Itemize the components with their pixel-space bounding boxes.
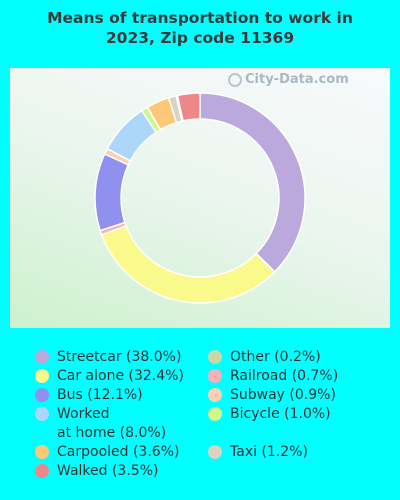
legend-label: Worked at home (8.0%) — [57, 406, 167, 441]
legend-item-carpooled: Carpooled (3.6%) — [35, 443, 179, 462]
donut-slice-streetcar — [199, 92, 306, 273]
legend-label: Carpooled (3.6%) — [57, 444, 180, 460]
magnifier-icon — [228, 72, 242, 87]
legend-swatch — [208, 350, 222, 364]
legend-swatch — [35, 388, 49, 402]
legend-swatch — [35, 464, 49, 478]
legend-label: Walked (3.5%) — [57, 463, 159, 479]
legend-swatch — [35, 350, 49, 364]
legend-item-other: Other (0.2%) — [208, 348, 321, 367]
legend-swatch — [208, 388, 222, 402]
watermark-text: City-Data.com — [245, 72, 349, 87]
legend-item-bus: Bus (12.1%) — [35, 386, 143, 405]
legend-label: Streetcar (38.0%) — [57, 349, 182, 365]
legend-item-bicycle: Bicycle (1.0%) — [208, 405, 331, 424]
legend-label: Car alone (32.4%) — [57, 368, 184, 384]
legend-label: Other (0.2%) — [230, 349, 321, 365]
legend-item-walked: Walked (3.5%) — [35, 462, 158, 481]
donut-slice-car-alone — [100, 224, 276, 304]
watermark: City-Data.com — [228, 72, 349, 87]
legend-item-subway: Subway (0.9%) — [208, 386, 336, 405]
legend-swatch — [35, 407, 49, 421]
legend-item-railroad: Railroad (0.7%) — [208, 367, 338, 386]
donut-slice-bus — [94, 152, 130, 232]
donut-slice-walked — [176, 92, 201, 122]
legend-swatch — [208, 369, 222, 383]
legend-label: Railroad (0.7%) — [230, 368, 339, 384]
legend-swatch — [35, 445, 49, 459]
legend-item-streetcar: Streetcar (38.0%) — [35, 348, 181, 367]
legend-item-worked-at-home: Worked at home (8.0%) — [35, 405, 166, 443]
legend-label: Bus (12.1%) — [57, 387, 143, 403]
legend-item-taxi: Taxi (1.2%) — [208, 443, 308, 462]
legend-label: Bicycle (1.0%) — [230, 406, 331, 422]
legend-swatch — [35, 369, 49, 383]
chart-title: Means of transportation to work in 2023,… — [0, 8, 400, 48]
legend-swatch — [208, 445, 222, 459]
legend-swatch — [208, 407, 222, 421]
chart-title-line-2: 2023, Zip code 11369 — [105, 29, 295, 47]
legend: Streetcar (38.0%) Car alone (32.4%) Bus (1… — [0, 346, 400, 496]
chart-title-line-1: Means of transportation to work in — [47, 9, 353, 27]
legend-item-car-alone: Car alone (32.4%) — [35, 367, 184, 386]
legend-label: Taxi (1.2%) — [230, 444, 308, 460]
legend-label: Subway (0.9%) — [230, 387, 336, 403]
